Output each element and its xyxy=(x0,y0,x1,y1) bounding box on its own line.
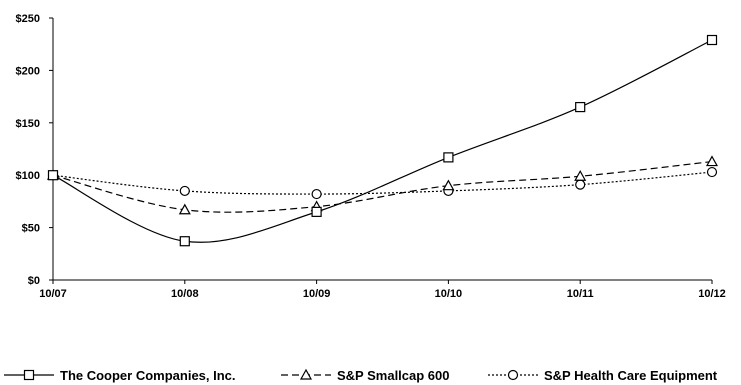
series-triangle xyxy=(46,155,719,215)
data-point-square xyxy=(575,101,586,113)
legend-marker-square xyxy=(23,369,35,381)
legend-marker-triangle xyxy=(299,368,313,380)
data-point-circle xyxy=(706,166,718,178)
y-tick-label: $200 xyxy=(16,65,40,77)
x-tick-label: 10/12 xyxy=(698,288,726,300)
y-tick-label: $50 xyxy=(22,223,40,235)
x-axis-ticks: 10/07 10/08 10/09 10/10 10/11 10/12 xyxy=(39,280,726,300)
data-point-square xyxy=(443,152,454,163)
legend: The Cooper Companies, Inc. S&P Smallcap 6… xyxy=(4,368,718,383)
series-line xyxy=(52,171,713,195)
x-tick-label: 10/09 xyxy=(303,288,331,300)
legend-item: S&P Smallcap 600 xyxy=(281,368,450,383)
data-point-triangle xyxy=(178,203,191,215)
data-point-triangle xyxy=(705,155,719,167)
series-line xyxy=(52,39,713,243)
data-point-square xyxy=(311,206,322,217)
data-point-square xyxy=(47,170,59,181)
legend-label: S&P Health Care Equipment xyxy=(544,368,718,383)
y-axis-ticks: $0 $50 $100 $150 $200 $250 xyxy=(16,13,53,287)
data-point-square xyxy=(179,236,190,247)
data-point-circle xyxy=(575,179,586,190)
x-tick-label: 10/11 xyxy=(567,288,594,300)
data-point-triangle xyxy=(574,170,587,181)
legend-label: S&P Smallcap 600 xyxy=(337,368,450,383)
x-tick-label: 10/10 xyxy=(435,288,463,300)
data-point-circle xyxy=(179,185,190,197)
legend-item: The Cooper Companies, Inc. xyxy=(4,368,236,383)
y-tick-label: $100 xyxy=(16,170,40,182)
y-tick-label: $0 xyxy=(28,275,40,287)
series-line xyxy=(52,160,713,213)
series-group xyxy=(46,34,719,247)
data-point-square xyxy=(706,34,718,46)
legend-marker-circle xyxy=(507,369,519,381)
data-point-triangle xyxy=(442,179,455,191)
series-square xyxy=(47,34,718,247)
data-point-circle xyxy=(311,188,322,200)
legend-label: The Cooper Companies, Inc. xyxy=(60,368,236,383)
y-tick-label: $150 xyxy=(16,118,40,130)
y-tick-label: $250 xyxy=(16,13,40,25)
axes xyxy=(52,18,712,281)
x-tick-label: 10/07 xyxy=(39,288,67,300)
series-circle xyxy=(47,166,718,200)
x-tick-label: 10/08 xyxy=(171,288,199,300)
legend-item: S&P Health Care Equipment xyxy=(488,368,718,383)
